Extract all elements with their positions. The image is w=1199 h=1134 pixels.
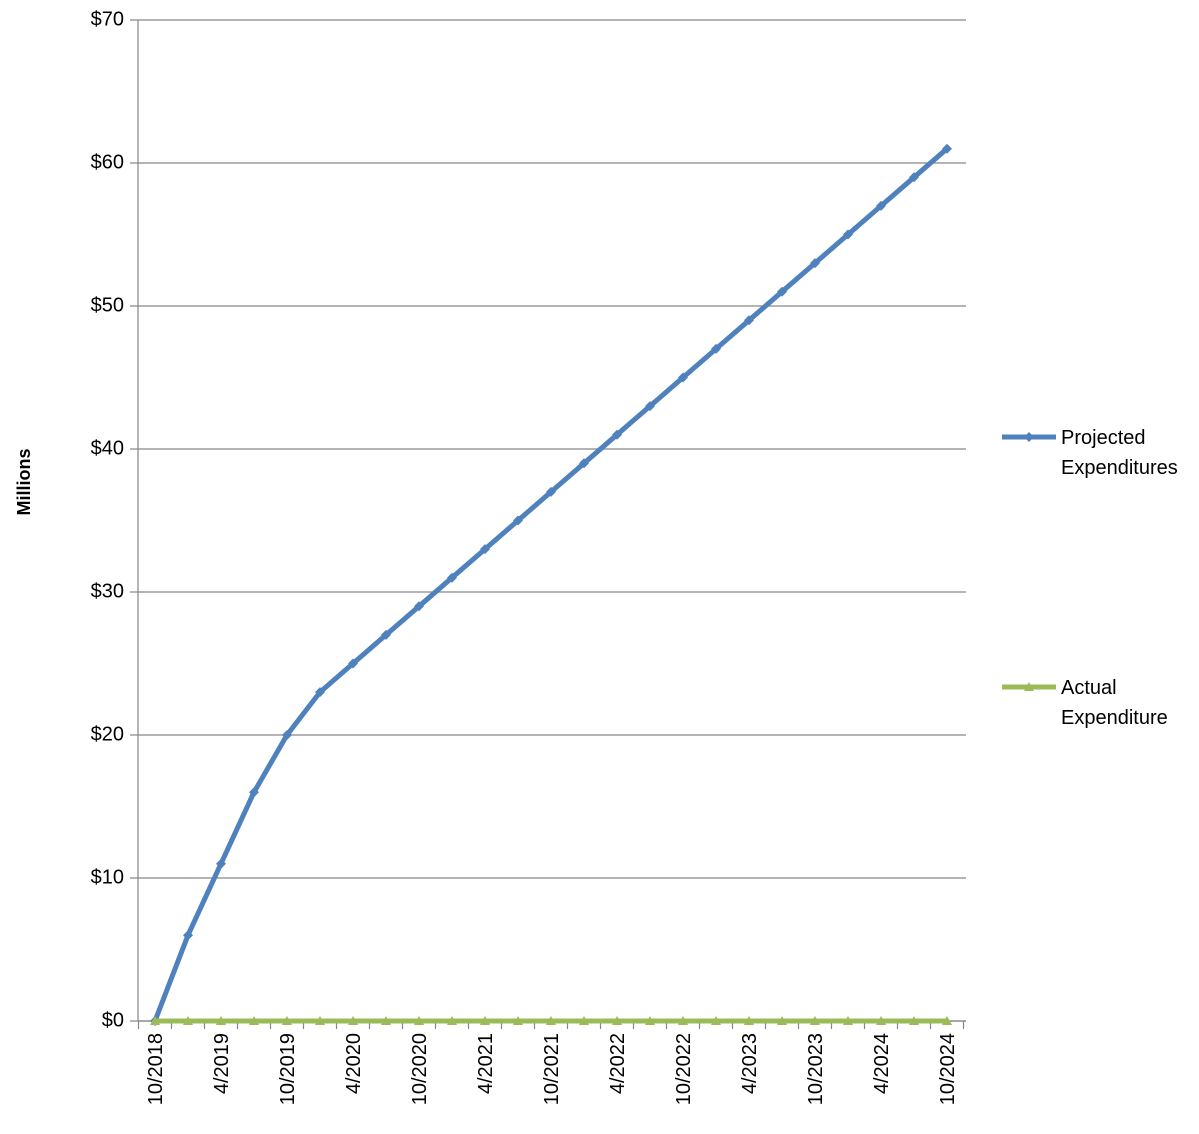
data-point [216, 1016, 226, 1025]
y-tick-label: $40 [91, 437, 124, 459]
data-point [744, 315, 754, 326]
data-point [183, 1016, 193, 1025]
data-point [381, 629, 391, 640]
series-line [152, 146, 949, 1022]
data-point [480, 544, 490, 555]
data-point [480, 1016, 490, 1025]
x-tick-labels: 10/2018 4/2019 10/2019 4/2020 10/2020 4/2021 1… [145, 1033, 959, 1105]
data-point [447, 572, 457, 583]
data-point [645, 1016, 655, 1025]
data-point [909, 172, 919, 183]
legend-label: Actual Expenditure [1061, 677, 1168, 729]
x-tick-label: 4/2019 [211, 1033, 233, 1094]
data-point [909, 1016, 919, 1025]
series-lines [150, 143, 952, 1026]
data-point [678, 1016, 688, 1025]
data-point [612, 429, 622, 440]
x-tick-label: 4/2022 [607, 1033, 629, 1094]
x-tick-label: 10/2022 [673, 1033, 695, 1105]
data-point [876, 200, 886, 211]
data-point [843, 1016, 853, 1025]
data-point [546, 486, 556, 497]
data-point [249, 787, 259, 798]
gridlines [130, 19, 966, 1022]
data-point [843, 229, 853, 240]
legend-item: Actual Expenditure [1002, 677, 1168, 729]
data-point [348, 1016, 358, 1025]
data-point [513, 1016, 523, 1025]
legend-item: Projected Expenditures [1002, 427, 1178, 479]
data-point [810, 1016, 820, 1025]
data-point [579, 458, 589, 469]
y-tick-label: $30 [91, 580, 124, 602]
x-tick-label: 4/2020 [343, 1033, 365, 1094]
data-point [645, 401, 655, 412]
data-point [315, 687, 325, 698]
x-tick-label: 10/2023 [805, 1033, 827, 1105]
x-tick-label: 4/2024 [871, 1033, 893, 1094]
x-tick-label: 10/2024 [937, 1033, 959, 1105]
data-point [777, 1016, 787, 1025]
data-point [777, 286, 787, 297]
series-actual [150, 1016, 952, 1025]
data-point [612, 1016, 622, 1025]
data-point [942, 1016, 952, 1025]
y-tick-label: $20 [91, 723, 124, 745]
data-point [546, 1016, 556, 1025]
y-axis-label: Millions [14, 449, 34, 516]
y-tick-labels: $0 $10 $20 $30 $40 $50 $60 $70 [91, 8, 124, 1031]
legend-label: Projected Expenditures [1061, 427, 1178, 479]
x-tick-label: 10/2020 [409, 1033, 431, 1105]
data-point [249, 1016, 259, 1025]
y-tick-label: $60 [91, 151, 124, 173]
data-point [711, 1016, 721, 1025]
data-point [447, 1016, 457, 1025]
data-point [942, 143, 952, 154]
data-point [282, 1016, 292, 1025]
data-point [183, 930, 193, 941]
data-point [579, 1016, 589, 1025]
data-point [414, 1016, 424, 1025]
legend-marker [1024, 432, 1034, 442]
data-point [810, 258, 820, 269]
x-tick-label: 10/2018 [145, 1033, 167, 1105]
data-point [513, 515, 523, 526]
y-tick-label: $70 [91, 8, 124, 30]
data-point [348, 658, 358, 669]
y-tick-label: $50 [91, 294, 124, 316]
legend: Projected Expenditures Actual Expenditure [1002, 427, 1178, 729]
x-tick-label: 10/2021 [541, 1033, 563, 1105]
data-point [711, 343, 721, 354]
data-point [216, 858, 226, 869]
y-tick-label: $0 [102, 1009, 124, 1031]
data-point [282, 730, 292, 740]
x-tick-label: 10/2019 [277, 1033, 299, 1105]
x-tick-label: 4/2021 [475, 1033, 497, 1094]
x-tick-label: 4/2023 [739, 1033, 761, 1094]
data-point [876, 1016, 886, 1025]
data-point [678, 372, 688, 383]
data-point [150, 1016, 160, 1025]
data-point [744, 1016, 754, 1025]
data-point [414, 601, 424, 612]
legend-marker [1024, 682, 1034, 691]
series-projected [150, 143, 952, 1026]
data-point [315, 1016, 325, 1025]
y-tick-label: $10 [91, 866, 124, 888]
data-point [381, 1016, 391, 1025]
